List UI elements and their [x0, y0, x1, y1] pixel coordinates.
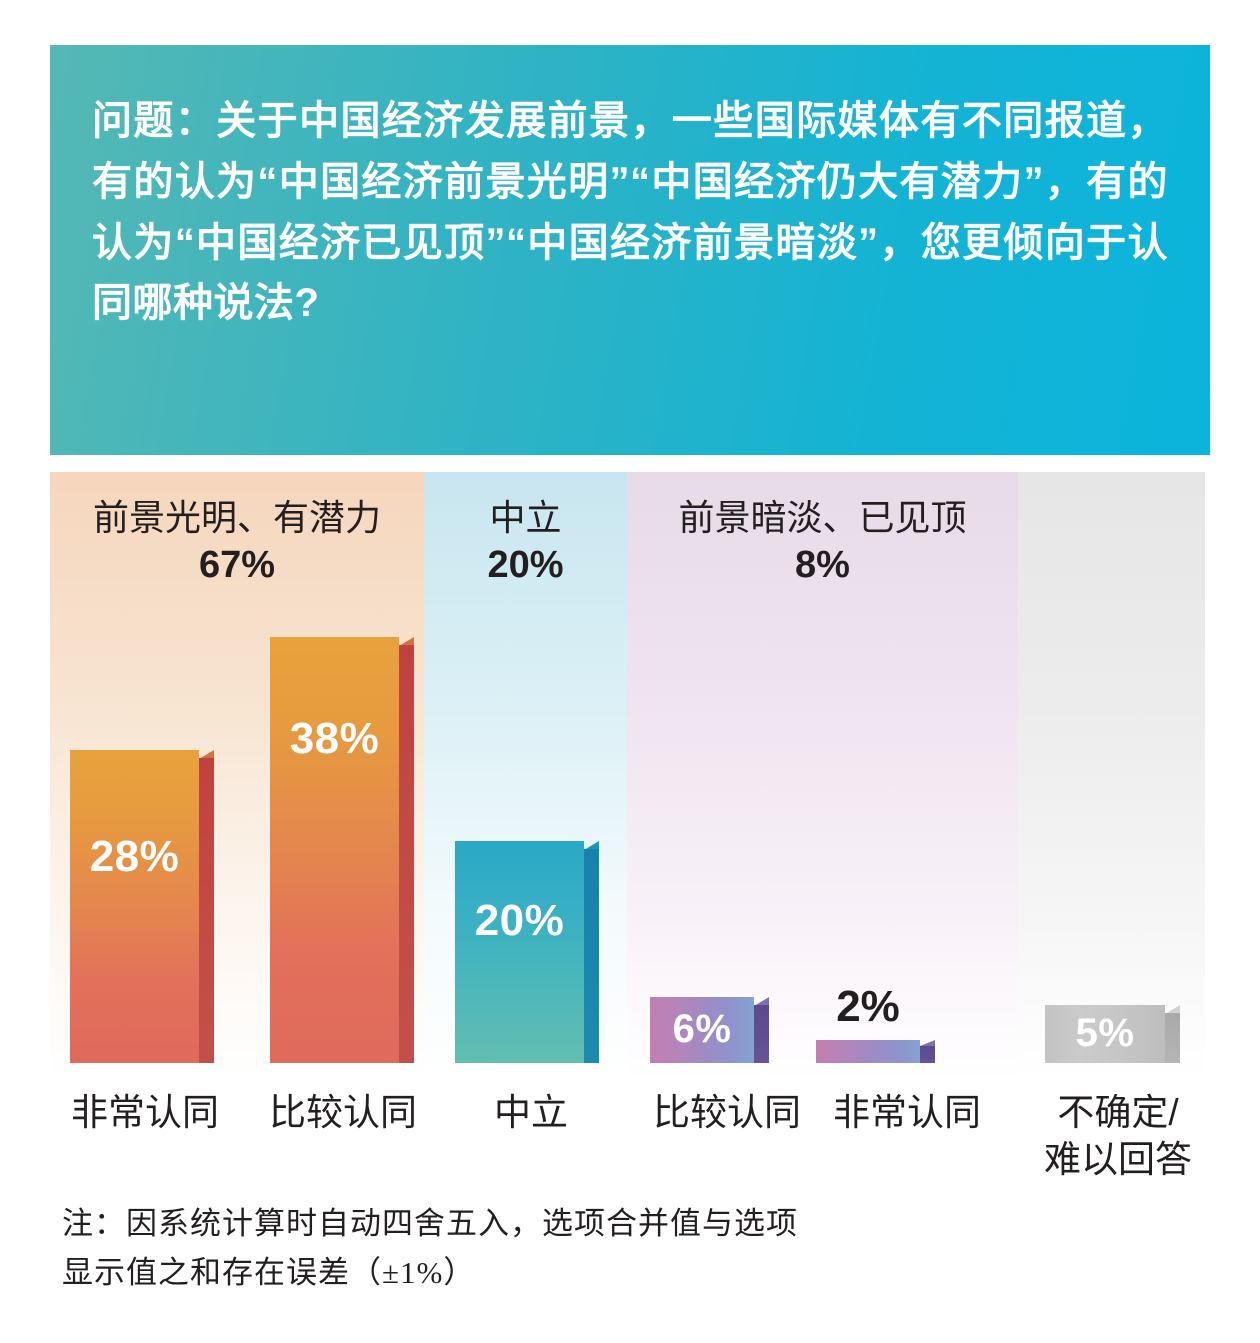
group-header-neutral: 中立 20%	[426, 496, 625, 588]
bar-value-label: 2%	[836, 982, 900, 1031]
group-panel-unsure	[1018, 472, 1205, 1080]
bar-top-face	[920, 1040, 935, 1046]
bar-front-face	[270, 637, 399, 1063]
x-axis-label-4: 非常认同	[822, 1090, 992, 1137]
x-axis-label-5: 不确定/ 难以回答	[1028, 1090, 1208, 1184]
group-header-negative: 前景暗淡、已见顶 8%	[630, 496, 1015, 588]
bar-value-label: 20%	[474, 896, 565, 945]
bar-value-label: 38%	[289, 714, 380, 763]
chart-footnote: 注：因系统计算时自动四舍五入，选项合并值与选项 显示值之和存在误差（±1%）	[62, 1200, 1102, 1298]
bar-very-agree-dim: 2%	[816, 982, 935, 1063]
bar-side-face	[920, 1046, 935, 1063]
group-header-positive: 前景光明、有潜力 67%	[56, 496, 418, 588]
x-axis-label-3: 比较认同	[642, 1090, 812, 1137]
x-axis-label-1: 比较认同	[258, 1090, 428, 1137]
bar-front-face	[70, 750, 199, 1063]
group-value-positive: 67%	[198, 543, 276, 586]
x-axis-label-0: 非常认同	[60, 1090, 230, 1137]
bar-top-face	[754, 997, 769, 1006]
bar-value-label: 28%	[89, 832, 180, 881]
bar-value-label: 5%	[1075, 1011, 1135, 1055]
group-value-neutral: 20%	[487, 543, 564, 586]
bar-side-face	[584, 849, 599, 1063]
x-axis-label-5-line2: 难以回答	[1044, 1138, 1192, 1180]
bar-very-agree-bright: 28%	[70, 750, 214, 1063]
bar-side-face	[199, 758, 214, 1063]
footnote-line-2: 显示值之和存在误差（±1%）	[62, 1254, 476, 1290]
bar-neutral: 20%	[455, 841, 599, 1063]
x-axis-label-2: 中立	[446, 1090, 616, 1137]
x-axis-label-3-line1: 比较认同	[653, 1092, 801, 1133]
question-banner: 问题：关于中国经济发展前景，一些国际媒体有不同报道，有的认为“中国经济前景光明”…	[50, 45, 1210, 455]
x-axis-label-1-line1: 比较认同	[269, 1092, 417, 1133]
bar-somewhat-agree-dim: 6%	[650, 997, 769, 1063]
chart-plot-area: 前景光明、有潜力 67% 中立 20% 前景暗淡、已见顶 8% 28% 38% …	[50, 472, 1205, 1080]
group-label-negative: 前景暗淡、已见顶	[678, 497, 967, 538]
bar-front-face	[650, 997, 754, 1063]
bar-side-face	[754, 1005, 769, 1063]
bar-unsure: 5%	[1045, 1005, 1180, 1063]
group-label-neutral: 中立	[489, 497, 562, 538]
x-axis-label-5-line1: 不确定/	[1057, 1092, 1179, 1133]
bar-top-face	[399, 637, 414, 646]
x-axis-label-0-line1: 非常认同	[71, 1092, 219, 1133]
group-panel-negative	[627, 472, 1018, 1080]
bar-front-face	[816, 1040, 920, 1063]
bar-somewhat-agree-bright: 38%	[270, 637, 414, 1063]
x-axis-label-4-line1: 非常认同	[833, 1092, 981, 1133]
x-axis-label-row: 非常认同 比较认同 中立 比较认同 非常认同 不确定/ 难以回答	[50, 1090, 1210, 1200]
x-axis-label-2-line1: 中立	[494, 1092, 568, 1133]
bar-front-face	[455, 841, 584, 1063]
group-label-positive: 前景光明、有潜力	[92, 497, 381, 538]
bar-side-face	[1165, 1013, 1180, 1063]
group-value-negative: 8%	[795, 543, 850, 586]
bar-front-face	[1045, 1005, 1165, 1063]
question-text: 问题：关于中国经济发展前景，一些国际媒体有不同报道，有的认为“中国经济前景光明”…	[92, 99, 1168, 326]
bar-top-face	[199, 750, 214, 759]
bar-value-label: 6%	[672, 1007, 732, 1051]
footnote-line-1: 注：因系统计算时自动四舍五入，选项合并值与选项	[62, 1206, 798, 1241]
bar-top-face	[584, 841, 599, 850]
bar-top-face	[1165, 1005, 1180, 1014]
bar-side-face	[399, 645, 414, 1063]
